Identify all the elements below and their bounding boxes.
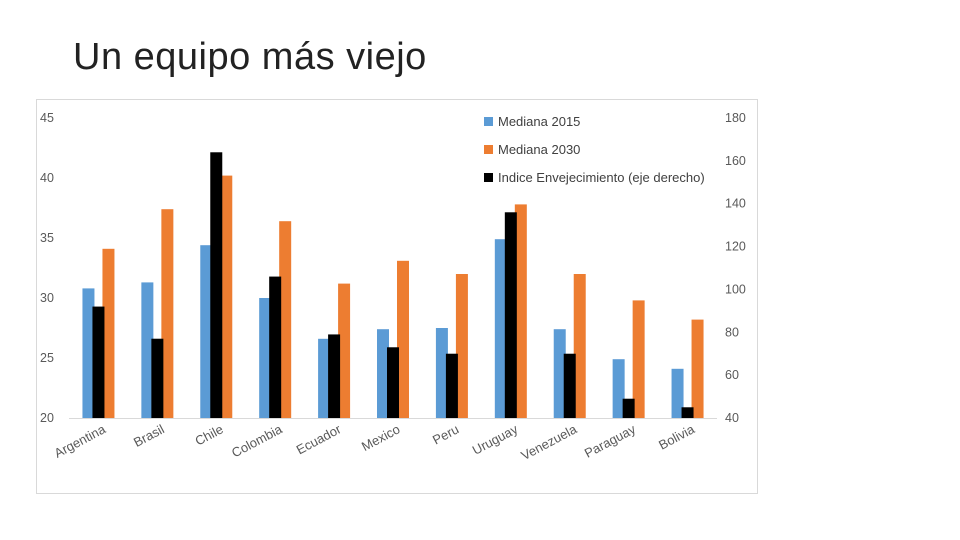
bar-mediana-ecuador: [338, 283, 351, 418]
bar-mediana-colombia: [279, 221, 292, 418]
bar-indice-chile: [210, 152, 223, 418]
bar-indice-colombia: [269, 276, 282, 418]
slide-title: Un equipo más viejo: [73, 36, 427, 78]
bar-mediana-colombia: [259, 298, 272, 418]
y-right-tick-label: 120: [725, 240, 746, 254]
bar-mediana-argentina: [102, 248, 115, 418]
legend-label: Mediana 2030: [498, 142, 580, 157]
y-right-tick-label: 40: [725, 411, 739, 425]
bar-mediana-brasil: [161, 209, 174, 418]
bar-mediana-brasil: [141, 282, 154, 418]
legend-swatch: [484, 173, 493, 182]
y-left-tick-label: 45: [40, 111, 54, 125]
category-label: Paraguay: [582, 421, 639, 461]
category-label: Argentina: [52, 421, 109, 461]
bar-mediana-uruguay: [494, 239, 507, 418]
legend-label: Mediana 2015: [498, 114, 580, 129]
bar-mediana-argentina: [82, 288, 95, 418]
legend-swatch: [484, 145, 493, 154]
bar-mediana-ecuador: [318, 338, 331, 418]
bar-mediana-peru: [435, 328, 448, 418]
bar-indice-uruguay: [504, 212, 517, 418]
y-right-tick-label: 100: [725, 282, 746, 296]
y-right-tick-label: 140: [725, 197, 746, 211]
category-label: Peru: [430, 421, 461, 447]
bar-indice-ecuador: [328, 334, 341, 418]
bar-indice-peru: [445, 353, 458, 418]
y-right-tick-label: 60: [725, 368, 739, 382]
bar-mediana-chile: [220, 175, 233, 418]
category-label: Ecuador: [294, 421, 344, 457]
category-label: Venezuela: [518, 421, 579, 463]
bar-indice-paraguay: [622, 398, 635, 418]
y-left-tick-label: 20: [40, 411, 54, 425]
category-label: Bolivia: [656, 421, 698, 453]
bar-mediana-paraguay: [612, 359, 625, 418]
bar-indice-argentina: [92, 306, 105, 418]
category-label: Brasil: [131, 421, 167, 450]
bar-mediana-peru: [455, 274, 468, 418]
bar-mediana-bolivia: [671, 368, 684, 418]
y-left-tick-label: 30: [40, 291, 54, 305]
category-label: Mexico: [359, 421, 402, 454]
legend-label: Indice Envejecimiento (eje derecho): [498, 170, 705, 185]
bar-mediana-paraguay: [632, 300, 645, 418]
bar-indice-bolivia: [681, 407, 694, 418]
y-right-tick-label: 160: [725, 154, 746, 168]
category-label: Chile: [192, 421, 225, 448]
category-label: Uruguay: [470, 421, 521, 458]
bar-mediana-uruguay: [514, 204, 527, 418]
bar-mediana-bolivia: [691, 319, 704, 418]
bar-indice-brasil: [151, 338, 164, 418]
chart-frame: 20 25 30 35 40 45 40 60 80 100 120 140 160 180 Argenti…: [36, 99, 758, 494]
bar-mediana-mexico: [397, 260, 409, 418]
y-right-tick-label: 80: [725, 325, 739, 339]
bar-chart: 20 25 30 35 40 45 40 60 80 100 120 140 160 180 Argenti…: [40, 111, 746, 463]
bar-indice-mexico: [387, 347, 399, 418]
bar-indice-venezuela: [563, 353, 576, 418]
bar-mediana-venezuela: [553, 329, 566, 418]
bar-mediana-mexico: [377, 329, 389, 418]
y-left-tick-label: 25: [40, 351, 54, 365]
category-label: Colombia: [229, 421, 285, 460]
bar-mediana-chile: [200, 245, 213, 418]
y-left-tick-label: 35: [40, 231, 54, 245]
y-left-tick-label: 40: [40, 171, 54, 185]
y-right-tick-label: 180: [725, 111, 746, 125]
legend-swatch: [484, 117, 493, 126]
bar-mediana-venezuela: [573, 274, 586, 418]
